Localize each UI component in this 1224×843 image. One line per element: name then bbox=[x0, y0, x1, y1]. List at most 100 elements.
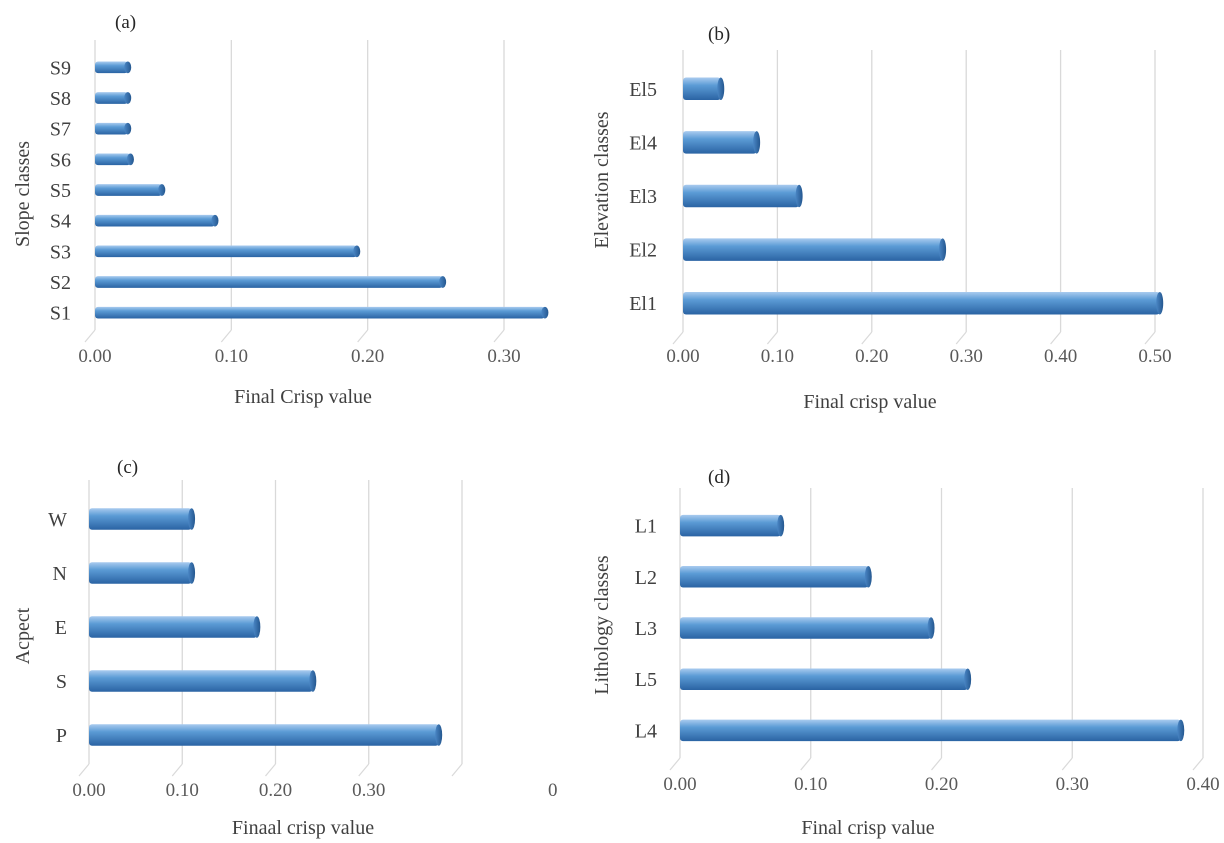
category-label-s5: S5 bbox=[50, 180, 71, 202]
x-tick-label: 0.00 bbox=[72, 780, 105, 801]
bar-end-cap bbox=[124, 92, 132, 104]
bar-end-cap bbox=[353, 245, 361, 258]
category-label-s9: S9 bbox=[50, 57, 71, 79]
y-axis-title: Lithology classes bbox=[591, 555, 613, 695]
gridline-floor bbox=[1061, 757, 1073, 771]
x-tick-label: 0.30 bbox=[487, 346, 520, 367]
category-label-l2: L2 bbox=[635, 567, 657, 589]
gridline-floor bbox=[220, 329, 232, 343]
bar-p bbox=[89, 724, 439, 746]
panel-label: (b) bbox=[708, 24, 730, 45]
x-tick-label: 0.10 bbox=[215, 346, 248, 367]
gridline-floor bbox=[84, 329, 96, 343]
x-tick-label: 0.40 bbox=[1044, 346, 1077, 367]
panel-label: (a) bbox=[115, 12, 136, 33]
category-label-s3: S3 bbox=[50, 241, 71, 263]
gridline-floor bbox=[357, 329, 369, 343]
category-label-l1: L1 bbox=[635, 516, 657, 538]
gridline-floor bbox=[171, 763, 183, 777]
bar-end-cap bbox=[188, 562, 196, 584]
gridline-floor bbox=[265, 763, 276, 777]
x-axis-title: Final Crisp value bbox=[234, 386, 372, 408]
gridline-floor bbox=[766, 331, 778, 345]
panel-label: (c) bbox=[117, 457, 138, 478]
x-tick-label: 0.10 bbox=[166, 780, 199, 801]
bar-n bbox=[89, 562, 192, 584]
bar-end-cap bbox=[939, 238, 947, 261]
x-axis-title: Finaal crisp value bbox=[232, 817, 374, 839]
bar-end-cap bbox=[1177, 719, 1185, 742]
bar-end-cap bbox=[795, 184, 803, 208]
x-tick-label: 0.20 bbox=[351, 346, 384, 367]
y-axis-title: Elevation classes bbox=[591, 111, 613, 248]
y-axis-title: Acpect bbox=[12, 607, 34, 664]
category-label-s1: S1 bbox=[50, 303, 71, 325]
bar-end-cap bbox=[1156, 291, 1164, 315]
bar-end-cap bbox=[211, 214, 219, 227]
category-label-e: E bbox=[55, 617, 67, 639]
bar-end-cap bbox=[435, 724, 443, 746]
category-label-l5: L5 bbox=[635, 669, 657, 691]
bar-l5 bbox=[680, 668, 968, 690]
bar-end-cap bbox=[541, 306, 549, 319]
gridline-floor bbox=[493, 329, 505, 343]
gridline-floor bbox=[955, 331, 967, 345]
bar-l1 bbox=[680, 514, 781, 537]
category-label-el5: El5 bbox=[629, 79, 657, 101]
bar-end-cap bbox=[124, 122, 132, 135]
bar-end-cap bbox=[964, 668, 972, 690]
bar-el5 bbox=[683, 77, 721, 101]
x-axis-title: Final crisp value bbox=[803, 391, 936, 413]
x-tick-label: 0 bbox=[548, 780, 558, 801]
category-label-l3: L3 bbox=[635, 618, 657, 640]
bar-end-cap bbox=[439, 276, 447, 288]
bar-l2 bbox=[680, 566, 869, 588]
gridline-floor bbox=[669, 757, 681, 771]
gridline-floor bbox=[800, 757, 812, 771]
x-tick-label: 0.00 bbox=[663, 774, 696, 795]
category-label-s: S bbox=[56, 671, 67, 693]
x-axis-title: Final crisp value bbox=[801, 817, 934, 839]
bar-s7 bbox=[95, 122, 128, 135]
gridline-floor bbox=[861, 331, 873, 345]
bar-s9 bbox=[95, 61, 128, 74]
bar-end-cap bbox=[253, 616, 261, 638]
bar-s8 bbox=[95, 92, 128, 104]
bar-end-cap bbox=[927, 617, 935, 639]
bar-s4 bbox=[95, 214, 215, 227]
gridline-floor bbox=[358, 763, 370, 777]
bar-w bbox=[89, 508, 192, 530]
panel-lithology-classes: 0.00 0.10 0.20 0.30 0.40 L4 L5 L3 L2 L1 (d) Fina… bbox=[591, 467, 1220, 839]
category-label-el3: El3 bbox=[629, 186, 657, 208]
bar-s5 bbox=[95, 184, 162, 196]
bar-el2 bbox=[683, 238, 943, 261]
x-tick-label: 0.30 bbox=[1056, 774, 1089, 795]
panel-elevation-classes: 0.00 0.10 0.20 0.30 0.40 0.50 El1 El2 El3 El4 El5… bbox=[591, 24, 1172, 413]
category-label-n: N bbox=[53, 563, 67, 585]
bar-el1 bbox=[683, 291, 1160, 315]
category-label-w: W bbox=[48, 509, 67, 531]
bar-el4 bbox=[683, 131, 757, 154]
gridline-floor bbox=[1192, 757, 1204, 771]
y-axis-title: Slope classes bbox=[12, 141, 34, 247]
bar-end-cap bbox=[126, 153, 134, 166]
bar-l3 bbox=[680, 617, 932, 639]
panel-label: (d) bbox=[708, 467, 730, 488]
x-tick-label: 0.20 bbox=[925, 774, 958, 795]
x-tick-label: 0.20 bbox=[259, 780, 292, 801]
bar-end-cap bbox=[188, 508, 196, 530]
gridline-floor bbox=[451, 763, 463, 777]
x-tick-label: 0.10 bbox=[794, 774, 827, 795]
bar-e bbox=[89, 616, 257, 638]
bar-s2 bbox=[95, 276, 443, 288]
bar-s6 bbox=[95, 153, 131, 166]
x-tick-label: 0.20 bbox=[855, 346, 888, 367]
category-label-s6: S6 bbox=[50, 149, 71, 171]
bar-s3 bbox=[95, 245, 357, 258]
x-tick-label: 0.40 bbox=[1186, 774, 1219, 795]
x-tick-label: 0.00 bbox=[78, 346, 111, 367]
gridline-floor bbox=[672, 331, 684, 345]
category-label-el2: El2 bbox=[629, 240, 657, 262]
bar-end-cap bbox=[124, 61, 132, 74]
